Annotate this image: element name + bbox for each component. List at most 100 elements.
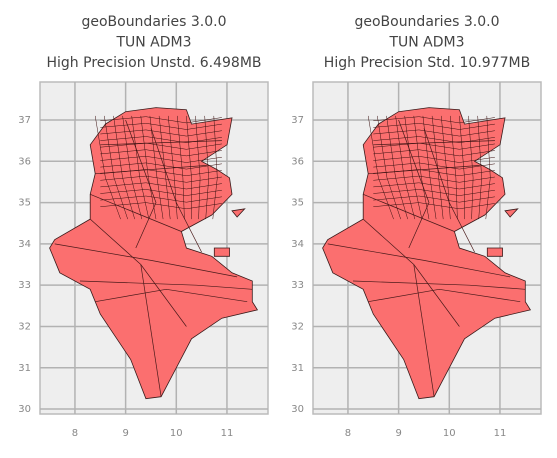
- district-border: [158, 115, 171, 220]
- district-border: [395, 115, 416, 220]
- district-border: [485, 115, 491, 220]
- y-tick-label: 35: [291, 198, 304, 209]
- district-border: [95, 288, 248, 303]
- district-border: [440, 115, 451, 220]
- map-panel: geoBoundaries 3.0.0 TUN ADM3 High Precisio…: [291, 14, 542, 439]
- y-tick-label: 37: [291, 115, 304, 126]
- x-tick-label: 8: [72, 428, 78, 439]
- island-shape: [213, 247, 230, 257]
- district-border: [373, 169, 495, 176]
- x-tick-label: 8: [345, 428, 351, 439]
- x-tick-label: 11: [221, 428, 234, 439]
- x-tick-label: 9: [395, 428, 401, 439]
- y-tick-label: 33: [291, 280, 304, 291]
- district-border: [373, 142, 495, 150]
- district-border: [100, 136, 222, 143]
- y-tick-label: 37: [18, 115, 31, 126]
- district-border: [204, 115, 209, 220]
- y-tick-label: 32: [18, 321, 31, 332]
- panel-title: High Precision Unstd. 6.498MB: [47, 55, 262, 71]
- panel-title: geoBoundaries 3.0.0: [354, 14, 499, 30]
- x-tick-label: 10: [443, 428, 456, 439]
- district-border: [363, 193, 455, 232]
- y-tick-label: 36: [18, 156, 31, 167]
- district-border: [373, 129, 495, 137]
- district-border: [100, 156, 222, 163]
- map-panel: geoBoundaries 3.0.0 TUN ADM3 High Precisio…: [18, 14, 269, 439]
- district-border: [386, 115, 408, 220]
- district-border: [100, 116, 222, 124]
- district-border: [79, 280, 253, 290]
- district-border: [373, 140, 495, 146]
- x-tick-label: 9: [122, 428, 128, 439]
- district-border: [100, 123, 222, 130]
- y-tick-label: 30: [18, 404, 31, 415]
- district-border: [149, 115, 164, 220]
- district-border: [373, 175, 495, 183]
- panel-title: TUN ADM3: [115, 35, 191, 51]
- district-border: [373, 149, 495, 157]
- district-border: [94, 115, 121, 220]
- district-border: [177, 115, 185, 220]
- district-border: [122, 115, 143, 220]
- district-border: [100, 169, 222, 176]
- panel-title: geoBoundaries 3.0.0: [81, 14, 226, 30]
- district-border: [450, 115, 458, 220]
- district-border: [404, 115, 423, 220]
- district-border: [373, 156, 495, 163]
- y-tick-label: 32: [291, 321, 304, 332]
- island-shape: [486, 247, 503, 257]
- district-border: [373, 182, 495, 190]
- district-border: [327, 243, 511, 278]
- district-border: [459, 115, 465, 220]
- y-tick-label: 33: [18, 280, 31, 291]
- y-tick-label: 34: [291, 239, 304, 250]
- district-border: [100, 140, 222, 146]
- district-border: [373, 189, 495, 196]
- district-border: [104, 115, 128, 220]
- district-border: [373, 162, 495, 170]
- district-border: [186, 115, 192, 220]
- district-border: [431, 115, 444, 220]
- y-tick-label: 30: [291, 404, 304, 415]
- island-shape: [231, 208, 246, 218]
- district-border: [373, 136, 495, 143]
- y-tick-label: 34: [18, 239, 31, 250]
- y-tick-label: 31: [291, 363, 304, 374]
- panel-title: High Precision Std. 10.977MB: [324, 55, 530, 71]
- x-tick-label: 11: [494, 428, 507, 439]
- district-border: [100, 175, 222, 183]
- district-border: [373, 195, 495, 203]
- district-border: [352, 280, 526, 290]
- district-border: [100, 182, 222, 190]
- district-border: [131, 115, 150, 220]
- district-border: [100, 189, 222, 196]
- district-border: [368, 288, 521, 303]
- district-border: [195, 115, 201, 220]
- district-border: [373, 123, 495, 130]
- district-border: [90, 193, 182, 232]
- district-border: [140, 264, 162, 397]
- district-border: [54, 243, 238, 278]
- district-border: [468, 115, 474, 220]
- district-border: [100, 129, 222, 137]
- district-border: [212, 115, 218, 220]
- district-border: [100, 142, 222, 150]
- panel-title: TUN ADM3: [388, 35, 464, 51]
- district-border: [113, 115, 135, 220]
- y-tick-label: 31: [18, 363, 31, 374]
- y-tick-label: 36: [291, 156, 304, 167]
- district-border: [413, 264, 435, 397]
- district-border: [373, 116, 495, 124]
- island-shape: [504, 208, 519, 218]
- district-border: [167, 115, 178, 220]
- district-border: [100, 162, 222, 170]
- district-border: [477, 115, 482, 220]
- district-border: [377, 115, 401, 220]
- district-border: [422, 115, 437, 220]
- district-border: [367, 115, 394, 220]
- y-tick-label: 35: [18, 198, 31, 209]
- district-border: [100, 195, 222, 203]
- x-tick-label: 10: [170, 428, 183, 439]
